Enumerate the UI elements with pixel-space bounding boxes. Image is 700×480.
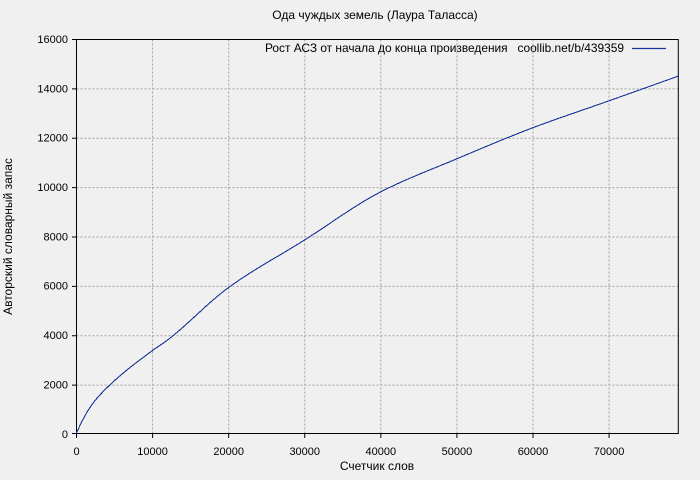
svg-text:Ода чуждых земель (Лаура Талас: Ода чуждых земель (Лаура Таласса) bbox=[272, 8, 477, 22]
svg-text:14000: 14000 bbox=[37, 83, 68, 95]
svg-text:50000: 50000 bbox=[442, 446, 473, 458]
svg-text:6000: 6000 bbox=[44, 281, 68, 293]
svg-text:0: 0 bbox=[62, 429, 68, 441]
svg-text:8000: 8000 bbox=[44, 231, 68, 243]
svg-text:12000: 12000 bbox=[37, 133, 68, 145]
svg-text:16000: 16000 bbox=[37, 34, 68, 46]
svg-text:10000: 10000 bbox=[37, 182, 68, 194]
svg-text:2000: 2000 bbox=[44, 380, 68, 392]
svg-text:20000: 20000 bbox=[213, 446, 244, 458]
svg-text:40000: 40000 bbox=[366, 446, 397, 458]
svg-text:10000: 10000 bbox=[137, 446, 168, 458]
svg-text:30000: 30000 bbox=[289, 446, 320, 458]
svg-text:Рост АСЗ от начала до конца пр: Рост АСЗ от начала до конца произведения… bbox=[265, 41, 624, 55]
svg-text:Счетчик слов: Счетчик слов bbox=[340, 459, 414, 473]
svg-text:0: 0 bbox=[73, 446, 79, 458]
svg-text:70000: 70000 bbox=[594, 446, 625, 458]
svg-text:60000: 60000 bbox=[518, 446, 549, 458]
svg-text:4000: 4000 bbox=[44, 330, 68, 342]
svg-text:Авторский словарный запас: Авторский словарный запас bbox=[1, 158, 15, 315]
